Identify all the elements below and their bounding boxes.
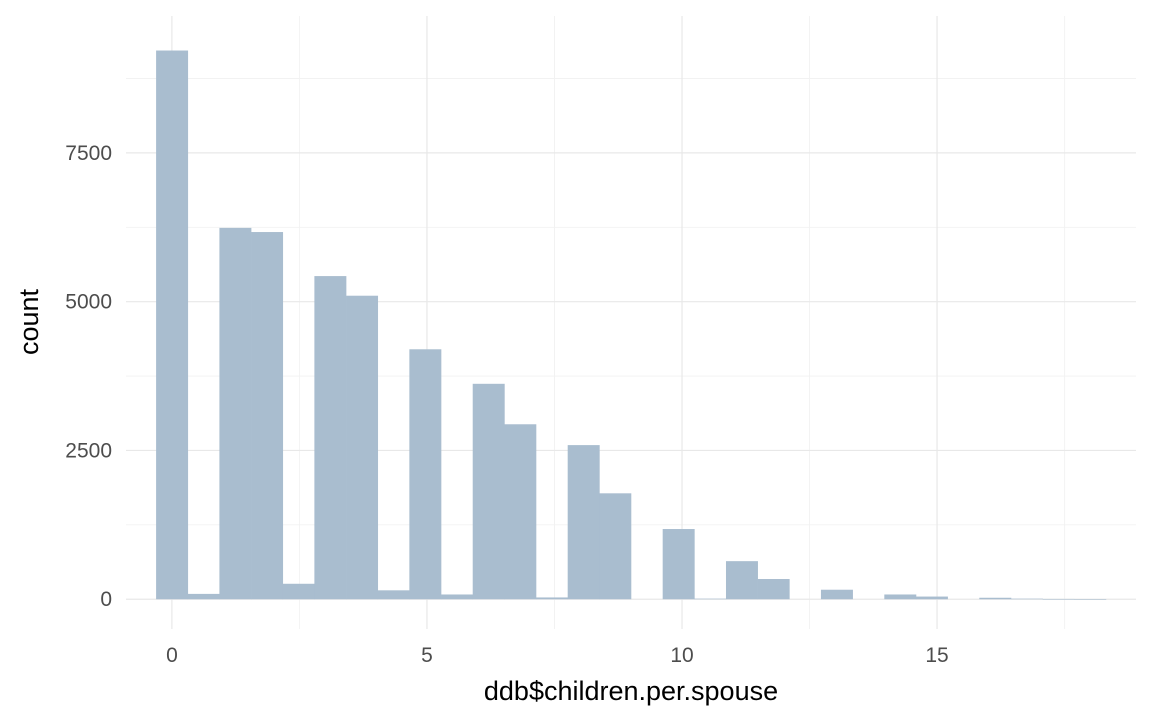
histogram-bar xyxy=(472,383,505,600)
histogram-bar xyxy=(662,529,695,600)
y-tick-label: 2500 xyxy=(65,439,112,462)
histogram-bar xyxy=(1042,598,1075,600)
histogram-bars xyxy=(156,50,1107,600)
histogram-bar xyxy=(1074,599,1107,600)
histogram-bar xyxy=(979,597,1012,600)
x-tick-label: 15 xyxy=(925,644,948,667)
histogram-bar xyxy=(251,232,284,600)
histogram-bar xyxy=(884,594,917,600)
histogram-bar xyxy=(156,50,189,600)
y-axis-title: count xyxy=(14,288,44,355)
y-axis-tick-labels: 0 2500 5000 7500 xyxy=(65,142,112,611)
histogram-bar xyxy=(725,561,758,600)
histogram-bar xyxy=(536,597,568,600)
histogram-bar xyxy=(409,349,442,600)
histogram-bar xyxy=(915,596,948,600)
y-tick-label: 0 xyxy=(100,588,112,611)
histogram-bar xyxy=(314,276,347,600)
histogram-bar xyxy=(757,579,790,600)
histogram-bar xyxy=(346,295,379,600)
histogram-bar xyxy=(377,590,410,600)
x-axis-tick-labels: 0 5 10 15 xyxy=(166,644,949,667)
histogram-bar xyxy=(567,445,600,600)
x-tick-label: 0 xyxy=(166,644,178,667)
histogram-bar xyxy=(599,493,632,600)
histogram-bar xyxy=(1010,598,1043,600)
histogram-bar xyxy=(219,227,252,600)
x-tick-label: 5 xyxy=(421,644,433,667)
histogram-bar xyxy=(504,424,537,600)
histogram-bar xyxy=(187,593,220,600)
y-tick-label: 7500 xyxy=(65,142,112,165)
histogram-bar xyxy=(441,594,474,600)
x-axis-title: ddb$children.per.spouse xyxy=(484,676,778,706)
y-tick-label: 5000 xyxy=(65,291,112,314)
x-tick-label: 10 xyxy=(670,644,693,667)
histogram-bar xyxy=(282,583,315,600)
histogram-bar xyxy=(694,598,727,600)
histogram-bar xyxy=(820,589,853,600)
